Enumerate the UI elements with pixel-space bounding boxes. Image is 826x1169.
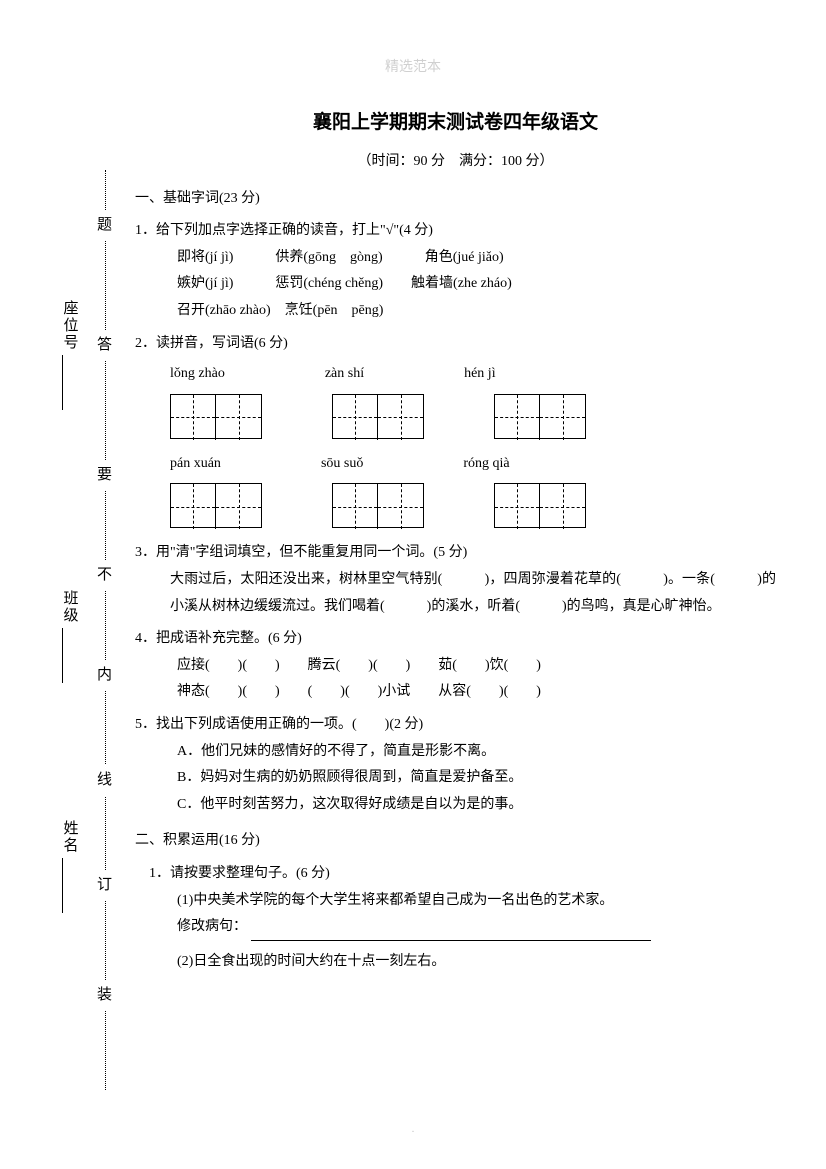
tianzi-grid: [494, 394, 586, 439]
q1-row: 召开(zhāo zhào) 烹饪(pēn pēng): [135, 298, 776, 325]
page-footer-dot: .: [412, 1120, 415, 1139]
section-2-heading: 二、积累运用(16 分): [135, 828, 776, 855]
field-class: 班级: [55, 590, 84, 687]
q2-stem: 2．读拼音，写词语(6 分): [135, 331, 776, 358]
cut-char: 题: [97, 210, 112, 241]
q4-row: 应接( )( ) 腾云( )( ) 茹( )饮( ): [135, 653, 776, 680]
q5-option-b: B．妈妈对生病的奶奶照顾得很周到，简直是爱护备至。: [135, 765, 776, 792]
tianzi-grid: [332, 483, 424, 528]
cut-char: 内: [97, 660, 112, 691]
q4-row: 神态( )( ) ( )( )小试 从容( )( ): [135, 679, 776, 706]
pinyin: hén jì: [464, 361, 496, 388]
s2q1-sub1: (1)中央美术学院的每个大学生将来都希望自己成为一名出色的艺术家。: [135, 888, 776, 915]
tianzi-grid: [332, 394, 424, 439]
tianzi-row: [135, 483, 776, 528]
cut-char: 线: [97, 765, 112, 796]
pinyin: sōu suǒ: [321, 451, 363, 478]
q5-stem: 5．找出下列成语使用正确的一项。( )(2 分): [135, 712, 776, 739]
watermark-text: 精选范本: [385, 55, 441, 82]
cut-char: 答: [97, 330, 112, 361]
pinyin-row: lǒng zhào zàn shí hén jì: [135, 361, 776, 388]
pinyin: lǒng zhào: [170, 361, 225, 388]
tianzi-grid: [494, 483, 586, 528]
q1-row: 即将(jí jì) 供养(gōng gòng) 角色(jué jiǎo): [135, 245, 776, 272]
tianzi-grid: [170, 483, 262, 528]
pinyin: róng qià: [463, 451, 509, 478]
field-seat-label: 座位号: [62, 300, 78, 351]
answer-blank-line: [251, 924, 651, 941]
tianzi-row: [135, 394, 776, 439]
field-seat: 座位号: [55, 300, 84, 414]
field-name: 姓名: [55, 820, 84, 917]
pinyin: pán xuán: [170, 451, 221, 478]
pinyin: zàn shí: [325, 361, 364, 388]
fix-label: 修改病句：: [177, 919, 247, 934]
binding-dotted-line: [105, 170, 106, 1090]
cut-char: 装: [97, 980, 112, 1011]
exam-meta: （时间：90 分 满分：100 分）: [135, 149, 776, 176]
main-content: 襄阳上学期期末测试卷四年级语文 （时间：90 分 满分：100 分） 一、基础字…: [135, 105, 776, 975]
q5-option-a: A．他们兄妹的感情好的不得了，简直是形影不离。: [135, 739, 776, 766]
q5-option-c: C．他平时刻苦努力，这次取得好成绩是自以为是的事。: [135, 792, 776, 819]
page-title: 襄阳上学期期末测试卷四年级语文: [135, 105, 776, 141]
q3-stem: 3．用"清"字组词填空，但不能重复用同一个词。(5 分): [135, 540, 776, 567]
q1-stem: 1．给下列加点字选择正确的读音，打上"√"(4 分): [135, 218, 776, 245]
cut-char: 要: [97, 460, 112, 491]
q4-stem: 4．把成语补充完整。(6 分): [135, 626, 776, 653]
q1-row: 嫉妒(jí jì) 惩罚(chéng chěng) 触着墙(zhe zháo): [135, 271, 776, 298]
s2q1-fix: 修改病句：: [135, 914, 776, 941]
field-class-label: 班级: [62, 590, 78, 624]
binding-margin: 题 答 要 不 内 线 订 装 座位号 班级 姓名: [55, 170, 125, 1090]
cut-char: 订: [97, 870, 112, 901]
cut-char: 不: [97, 560, 112, 591]
tianzi-grid: [170, 394, 262, 439]
q3-body: 大雨过后，太阳还没出来，树林里空气特别( )，四周弥漫着花草的( )。一条( )…: [135, 567, 776, 620]
s2q1-stem: 1．请按要求整理句子。(6 分): [135, 861, 776, 888]
s2q1-sub2: (2)日全食出现的时间大约在十点一刻左右。: [135, 949, 776, 976]
field-name-label: 姓名: [62, 820, 78, 854]
pinyin-row: pán xuán sōu suǒ róng qià: [135, 451, 776, 478]
section-1-heading: 一、基础字词(23 分): [135, 186, 776, 213]
